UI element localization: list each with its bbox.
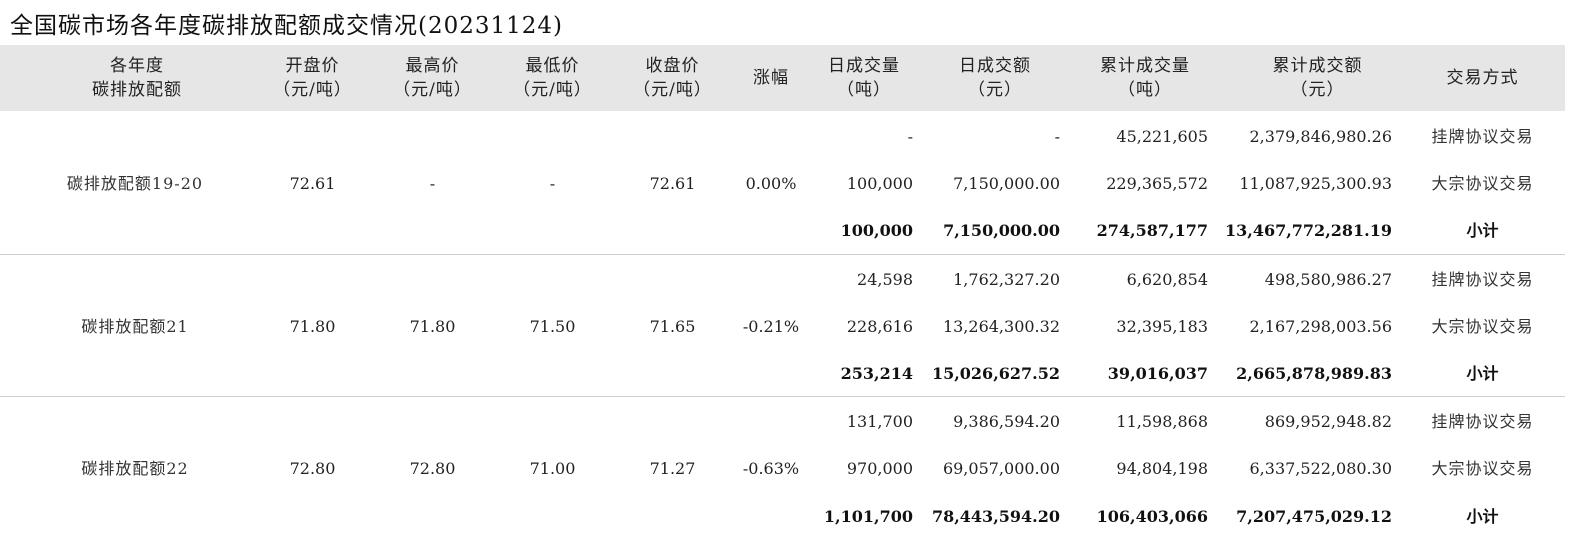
cell-vintage: 碳排放配额22 [81,459,189,478]
cell-method: 小计 [1466,364,1499,383]
cell-daily-volume: 970,000 [846,459,913,478]
row-divider [0,254,1565,255]
row-divider [0,396,1565,397]
cell-cum-volume: 32,395,183 [1116,317,1208,336]
cell-cum-volume: 229,365,572 [1106,174,1208,193]
cell-method: 大宗协议交易 [1431,174,1534,193]
cell-cum-amount: 2,665,878,989.83 [1236,364,1392,383]
cell-method: 挂牌协议交易 [1431,270,1534,289]
cell-method: 小计 [1466,221,1499,240]
cell-daily-volume: 100,000 [840,221,913,240]
header-daily-volume: 日成交量 （吨） [828,56,900,100]
cell-cum-volume: 274,587,177 [1096,221,1208,240]
cell-daily-volume: 100,000 [846,174,913,193]
cell-high: 71.80 [409,317,456,336]
cell-high: 72.80 [409,459,456,478]
cell-close: 71.27 [649,459,696,478]
cell-vintage: 碳排放配额21 [81,317,189,336]
cell-daily-amount: - [1054,127,1060,146]
cell-cum-volume: 11,598,868 [1116,412,1208,431]
cell-daily-amount: 9,386,594.20 [953,412,1060,431]
cell-method: 挂牌协议交易 [1431,412,1534,431]
header-low: 最低价 （元/吨） [513,56,592,100]
cell-vintage: 碳排放配额19-20 [66,174,204,193]
cell-daily-amount: 1,762,327.20 [953,270,1060,289]
cell-cum-amount: 13,467,772,281.19 [1224,221,1392,240]
cell-close: 71.65 [649,317,696,336]
cell-cum-amount: 2,379,846,980.26 [1249,127,1393,146]
cell-change: -0.63% [742,459,800,478]
header-cum-volume: 累计成交量 （吨） [1100,56,1190,100]
cell-change: 0.00% [745,174,797,193]
header-daily-amount: 日成交额 （元） [959,56,1031,100]
cell-daily-volume: 1,101,700 [823,507,913,526]
header-method: 交易方式 [1446,68,1519,88]
cell-daily-volume: 228,616 [846,317,913,336]
cell-change: -0.21% [742,317,800,336]
cell-cum-amount: 869,952,948.82 [1264,412,1392,431]
cell-cum-volume: 39,016,037 [1107,364,1208,383]
table-header [0,45,1565,111]
cell-cum-volume: 45,221,605 [1116,127,1208,146]
cell-low: - [549,174,556,193]
cell-cum-amount: 11,087,925,300.93 [1239,174,1392,193]
cell-cum-volume: 106,403,066 [1096,507,1208,526]
cell-daily-amount: 7,150,000.00 [943,221,1060,240]
cell-open: 72.80 [289,459,336,478]
cell-daily-amount: 69,057,000.00 [942,459,1060,478]
cell-open: 72.61 [289,174,336,193]
cell-cum-amount: 2,167,298,003.56 [1249,317,1393,336]
cell-low: 71.50 [529,317,576,336]
cell-close: 72.61 [649,174,696,193]
header-high: 最高价 （元/吨） [393,56,472,100]
cell-open: 71.80 [289,317,336,336]
cell-daily-volume: 131,700 [846,412,913,431]
cell-method: 大宗协议交易 [1431,459,1534,478]
cell-method: 小计 [1466,507,1499,526]
cell-cum-amount: 6,337,522,080.30 [1249,459,1393,478]
cell-daily-volume: 253,214 [840,364,913,383]
cell-daily-amount: 15,026,627.52 [931,364,1060,383]
cell-daily-volume: 24,598 [857,270,913,289]
cell-daily-amount: 78,443,594.20 [931,507,1060,526]
header-change: 涨幅 [753,68,789,88]
cell-method: 大宗协议交易 [1431,317,1534,336]
cell-daily-amount: 7,150,000.00 [953,174,1060,193]
header-vintage: 各年度 碳排放配额 [92,56,182,100]
cell-low: 71.00 [529,459,576,478]
cell-cum-volume: 94,804,198 [1116,459,1208,478]
cell-cum-amount: 498,580,986.27 [1264,270,1392,289]
cell-method: 挂牌协议交易 [1431,127,1534,146]
header-open: 开盘价 （元/吨） [273,56,352,100]
cell-daily-volume: - [907,127,913,146]
page-title: 全国碳市场各年度碳排放配额成交情况(20231124) [10,13,564,39]
cell-cum-amount: 7,207,475,029.12 [1236,507,1392,526]
cell-daily-amount: 13,264,300.32 [942,317,1060,336]
header-cum-amount: 累计成交额 （元） [1272,56,1363,100]
cell-high: - [429,174,436,193]
header-close: 收盘价 （元/吨） [633,56,712,100]
cell-cum-volume: 6,620,854 [1126,270,1208,289]
